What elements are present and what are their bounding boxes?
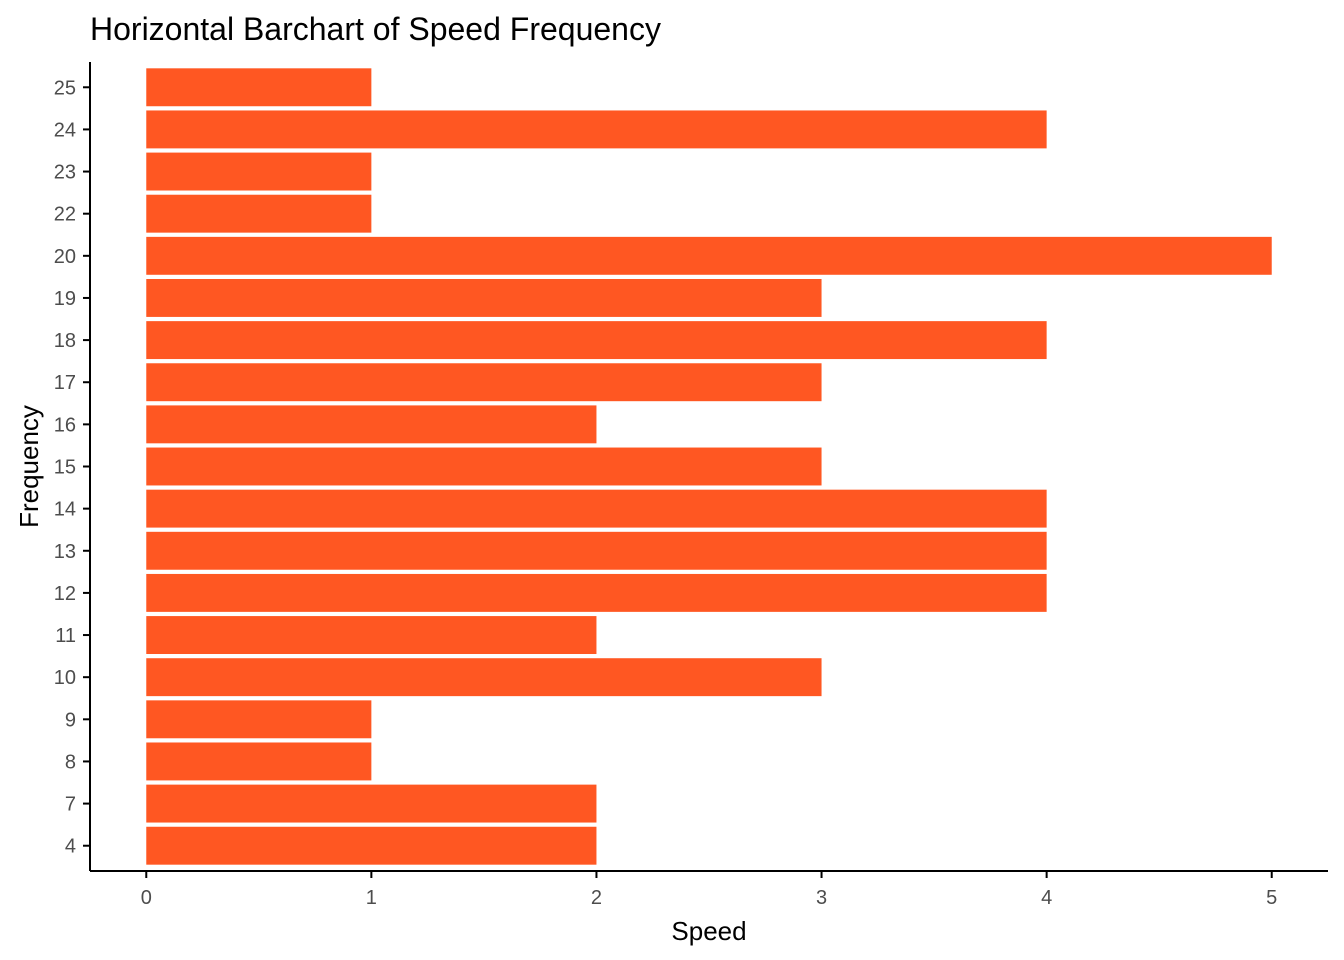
y-tick-label: 19 — [54, 288, 76, 310]
y-tick-label: 14 — [54, 499, 76, 521]
bar-22 — [146, 194, 372, 233]
x-tick-label: 0 — [141, 887, 152, 909]
bar-25 — [146, 68, 372, 107]
bars — [146, 68, 1272, 865]
bar-11 — [146, 616, 597, 655]
bar-17 — [146, 363, 822, 402]
y-tick-label: 15 — [54, 457, 76, 479]
x-ticks: 0 1 2 3 4 5 — [141, 871, 1277, 909]
y-tick-label: 17 — [54, 372, 76, 394]
y-tick-label: 16 — [54, 414, 76, 436]
y-tick-label: 4 — [65, 836, 76, 858]
y-tick-label: 22 — [54, 204, 76, 226]
bar-20 — [146, 236, 1272, 275]
x-tick-label: 5 — [1266, 887, 1277, 909]
y-tick-label: 10 — [54, 667, 76, 689]
x-tick-label: 2 — [591, 887, 602, 909]
y-tick-label: 13 — [54, 541, 76, 563]
y-tick-label: 20 — [54, 246, 76, 268]
y-axis: 4 7 8 9 10 11 12 13 14 15 16 17 18 19 20 22 23 24 25 — [54, 62, 91, 871]
y-tick-label: 11 — [55, 625, 76, 647]
y-tick-label: 9 — [65, 709, 76, 731]
bar-7 — [146, 784, 597, 823]
x-axis-title: Speed — [671, 916, 746, 946]
y-ticks: 4 7 8 9 10 11 12 13 14 15 16 17 18 19 20 22 23 24 25 — [54, 77, 90, 858]
bar-8 — [146, 742, 372, 781]
bar-19 — [146, 278, 822, 317]
x-tick-label: 1 — [366, 887, 377, 909]
bar-4 — [146, 826, 597, 865]
y-tick-label: 23 — [54, 162, 76, 184]
bar-12 — [146, 573, 1047, 612]
bar-15 — [146, 447, 822, 486]
y-tick-label: 8 — [65, 751, 76, 773]
y-tick-label: 24 — [54, 119, 76, 141]
x-tick-label: 3 — [816, 887, 827, 909]
y-tick-label: 25 — [54, 77, 76, 99]
y-tick-label: 12 — [54, 583, 76, 605]
chart-title: Horizontal Barchart of Speed Frequency — [90, 11, 661, 47]
x-axis: 0 1 2 3 4 5 — [90, 870, 1328, 909]
y-tick-label: 18 — [54, 330, 76, 352]
y-axis-title: Frequency — [14, 405, 44, 528]
bar-13 — [146, 531, 1047, 570]
bar-24 — [146, 110, 1047, 149]
bar-23 — [146, 152, 372, 191]
x-tick-label: 4 — [1041, 887, 1052, 909]
bar-18 — [146, 321, 1047, 360]
bar-16 — [146, 405, 597, 444]
bar-9 — [146, 700, 372, 739]
bar-10 — [146, 658, 822, 697]
bar-14 — [146, 489, 1047, 528]
y-tick-label: 7 — [65, 794, 76, 816]
